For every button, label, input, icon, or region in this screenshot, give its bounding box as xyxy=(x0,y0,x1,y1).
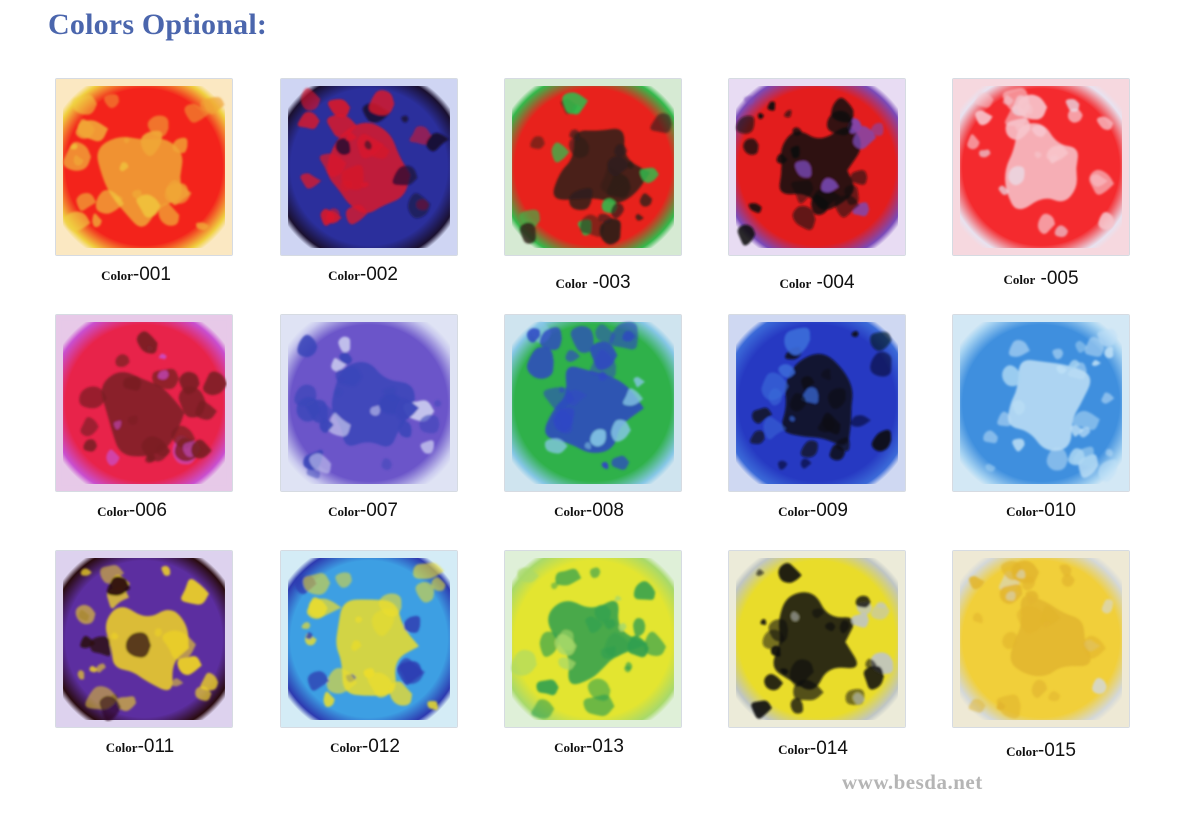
caption-separator: - xyxy=(359,264,367,285)
color-caption-003: Color -003 xyxy=(493,272,693,294)
caption-word: Color xyxy=(1006,744,1038,759)
caption-word: Color xyxy=(328,504,360,519)
caption-word: Color xyxy=(1006,504,1038,519)
caption-code: 002 xyxy=(366,264,398,285)
color-caption-007: Color-007 xyxy=(263,500,463,522)
color-swatch-005 xyxy=(952,78,1130,256)
caption-word: Color xyxy=(555,276,588,291)
color-caption-001: Color-001 xyxy=(36,264,236,286)
swatch-texture xyxy=(729,79,905,255)
caption-separator: - xyxy=(137,736,144,757)
swatch-texture xyxy=(505,79,681,255)
caption-separator: - xyxy=(585,736,593,757)
caption-word: Color xyxy=(554,740,586,755)
caption-code: 011 xyxy=(143,736,175,757)
color-swatch-004 xyxy=(728,78,906,256)
swatch-texture xyxy=(505,551,681,727)
caption-code: 003 xyxy=(598,272,631,293)
caption-code: 009 xyxy=(816,500,848,521)
caption-word: Color xyxy=(778,742,810,757)
swatch-texture xyxy=(953,79,1129,255)
swatch-texture xyxy=(505,315,681,491)
caption-code: 006 xyxy=(135,500,167,521)
color-swatch-015 xyxy=(952,550,1130,728)
color-swatch-006 xyxy=(55,314,233,492)
caption-separator: - xyxy=(809,500,817,521)
color-swatch-007 xyxy=(280,314,458,492)
caption-word: Color xyxy=(554,504,586,519)
caption-code: 008 xyxy=(592,500,624,521)
color-swatch-009 xyxy=(728,314,906,492)
color-swatch-008 xyxy=(504,314,682,492)
caption-word: Color xyxy=(779,276,812,291)
caption-word: Color xyxy=(1003,272,1036,287)
caption-word: Color xyxy=(105,740,138,755)
caption-code: 013 xyxy=(592,736,624,757)
website-url: www.besda.net xyxy=(842,770,983,794)
swatch-texture xyxy=(953,551,1129,727)
swatch-texture xyxy=(729,551,905,727)
caption-separator: - xyxy=(585,500,593,521)
color-caption-004: Color -004 xyxy=(717,272,917,294)
caption-code: 001 xyxy=(139,264,171,285)
color-swatch-010 xyxy=(952,314,1130,492)
caption-code: 004 xyxy=(822,272,855,293)
caption-code: 014 xyxy=(816,738,848,759)
caption-separator: - xyxy=(359,500,367,521)
caption-code: 015 xyxy=(1044,740,1076,761)
color-swatch-014 xyxy=(728,550,906,728)
color-caption-006: Color-006 xyxy=(32,500,232,522)
caption-word: Color xyxy=(778,504,810,519)
caption-separator: - xyxy=(1035,268,1047,289)
swatch-texture xyxy=(56,551,232,727)
caption-word: Color xyxy=(328,268,360,283)
color-swatch-003 xyxy=(504,78,682,256)
caption-word: Color xyxy=(101,268,133,283)
color-swatch-012 xyxy=(280,550,458,728)
color-caption-015: Color-015 xyxy=(941,740,1141,762)
color-swatch-001 xyxy=(55,78,233,256)
swatch-texture xyxy=(56,79,232,255)
color-caption-013: Color-013 xyxy=(489,736,689,758)
color-swatch-011 xyxy=(55,550,233,728)
caption-separator: - xyxy=(587,272,599,293)
caption-code: 007 xyxy=(366,500,398,521)
swatch-texture xyxy=(281,551,457,727)
swatch-texture xyxy=(953,315,1129,491)
color-caption-002: Color-002 xyxy=(263,264,463,286)
color-caption-008: Color-008 xyxy=(489,500,689,522)
swatch-texture xyxy=(281,79,457,255)
caption-word: Color xyxy=(97,504,129,519)
caption-separator: - xyxy=(128,500,136,521)
caption-separator: - xyxy=(1037,740,1045,761)
caption-separator: - xyxy=(811,272,823,293)
caption-code: 012 xyxy=(368,736,400,757)
color-swatch-013 xyxy=(504,550,682,728)
color-caption-011: Color-011 xyxy=(40,736,240,758)
page-title: Colors Optional: xyxy=(48,8,268,41)
caption-code: 005 xyxy=(1046,268,1079,289)
color-caption-012: Color-012 xyxy=(265,736,465,758)
caption-separator: - xyxy=(809,738,817,759)
caption-separator: - xyxy=(1037,500,1045,521)
color-swatch-002 xyxy=(280,78,458,256)
swatch-texture xyxy=(281,315,457,491)
color-caption-009: Color-009 xyxy=(713,500,913,522)
color-caption-005: Color -005 xyxy=(941,268,1141,290)
swatch-texture xyxy=(729,315,905,491)
caption-code: 010 xyxy=(1044,500,1076,521)
caption-separator: - xyxy=(361,736,369,757)
caption-separator: - xyxy=(132,264,140,285)
color-caption-010: Color-010 xyxy=(941,500,1141,522)
caption-word: Color xyxy=(330,740,362,755)
color-caption-014: Color-014 xyxy=(713,738,913,760)
swatch-texture xyxy=(56,315,232,491)
